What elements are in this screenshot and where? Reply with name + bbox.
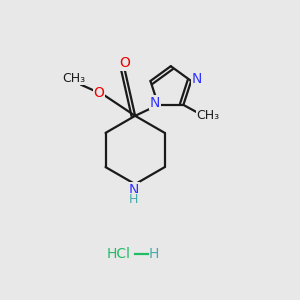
Text: CH₃: CH₃ — [63, 72, 86, 85]
Text: N: N — [191, 73, 202, 86]
Text: O: O — [93, 86, 104, 100]
Text: H: H — [148, 247, 159, 261]
Text: CH₃: CH₃ — [196, 109, 220, 122]
Text: N: N — [150, 95, 160, 110]
Text: O: O — [119, 56, 130, 70]
Text: H: H — [129, 193, 138, 206]
Text: HCl: HCl — [107, 247, 131, 261]
Text: N: N — [128, 182, 139, 197]
